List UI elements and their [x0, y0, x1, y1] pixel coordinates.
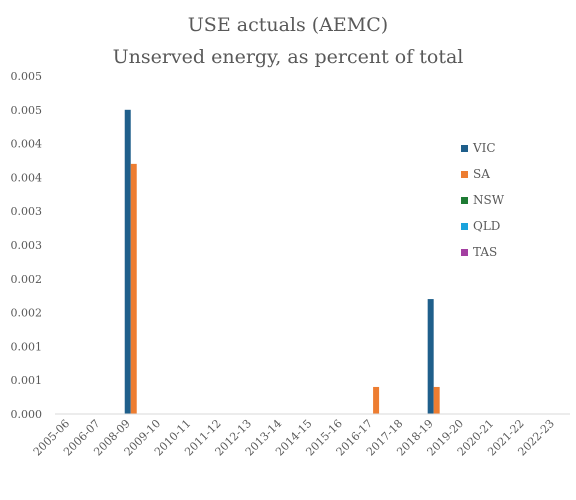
y-axis-ticks: 0.000 0.001 0.001 0.002 0.002 0.003 0.003 0.004… — [11, 70, 43, 421]
legend-label-vic: VIC — [472, 141, 496, 155]
legend-swatch-sa — [461, 171, 468, 178]
legend-swatch-qld — [461, 223, 468, 230]
legend-label-qld: QLD — [473, 219, 500, 233]
y-tick-label: 0.003 — [11, 205, 43, 218]
bar-sa-2008-09 — [130, 163, 137, 414]
y-tick-label: 0.005 — [11, 70, 43, 83]
y-tick-label: 0.001 — [11, 340, 43, 353]
legend: VIC SA NSW QLD TAS — [461, 141, 505, 259]
y-tick-label: 0.003 — [11, 239, 43, 252]
y-tick-label: 0.005 — [11, 104, 43, 117]
legend-swatch-nsw — [461, 197, 468, 204]
bars — [124, 109, 440, 415]
legend-label-tas: TAS — [473, 245, 497, 259]
bar-vic-2018-19 — [427, 299, 434, 414]
chart-title: USE actuals (AEMC) — [188, 14, 388, 36]
y-tick-label: 0.002 — [11, 273, 43, 286]
legend-swatch-vic — [461, 145, 468, 152]
legend-label-sa: SA — [473, 167, 490, 181]
bar-vic-2008-09 — [124, 109, 131, 415]
y-tick-label: 0.001 — [11, 374, 43, 387]
bar-sa-2018-19 — [433, 386, 440, 414]
x-axis-ticks: 2005-062006-072008-092009-102010-112011-… — [31, 417, 557, 459]
legend-label-nsw: NSW — [473, 193, 505, 207]
y-tick-label: 0.004 — [11, 171, 43, 184]
legend-swatch-tas — [461, 249, 468, 256]
y-tick-label: 0.002 — [11, 307, 43, 320]
y-tick-label: 0.004 — [11, 138, 43, 151]
bar-sa-2016-17 — [373, 386, 380, 414]
chart-subtitle: Unserved energy, as percent of total — [113, 46, 464, 68]
y-tick-label: 0.000 — [11, 408, 43, 421]
